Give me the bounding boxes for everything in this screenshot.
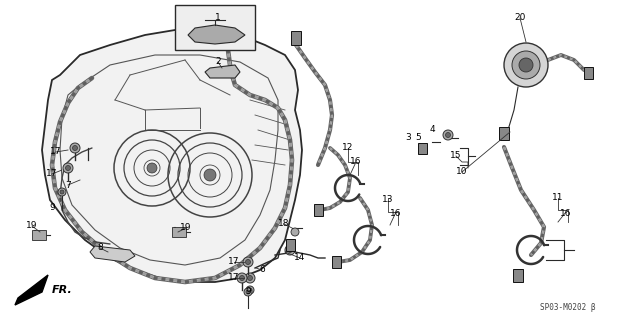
Text: 13: 13 (382, 196, 394, 204)
Text: 17: 17 (228, 257, 240, 266)
Circle shape (519, 58, 533, 72)
Bar (291, 31, 301, 45)
Circle shape (443, 130, 453, 140)
Text: 16: 16 (560, 210, 572, 219)
Text: 16: 16 (350, 158, 362, 167)
Circle shape (237, 273, 247, 283)
Bar (32, 230, 46, 240)
Circle shape (287, 248, 292, 253)
Polygon shape (90, 246, 135, 262)
Text: 18: 18 (278, 219, 290, 228)
Text: 1: 1 (215, 13, 221, 23)
Circle shape (285, 245, 295, 255)
Bar (584, 67, 593, 79)
Circle shape (239, 276, 244, 280)
Text: 10: 10 (456, 167, 468, 176)
Circle shape (204, 169, 216, 181)
Circle shape (63, 163, 73, 173)
Circle shape (512, 51, 540, 79)
Text: 3: 3 (405, 133, 411, 143)
Text: 2: 2 (215, 57, 221, 66)
Circle shape (72, 145, 77, 151)
Bar (314, 204, 323, 216)
Text: 5: 5 (415, 133, 421, 143)
Text: 9: 9 (49, 204, 55, 212)
Text: 16: 16 (390, 210, 402, 219)
Text: 17: 17 (46, 169, 58, 179)
Bar (175, 5, 255, 50)
Polygon shape (15, 275, 48, 305)
Circle shape (60, 190, 64, 194)
Text: 4: 4 (429, 125, 435, 135)
Circle shape (58, 188, 66, 196)
Text: 12: 12 (342, 144, 354, 152)
Text: FR.: FR. (52, 285, 73, 295)
Circle shape (246, 290, 250, 294)
Bar (513, 269, 523, 281)
Bar (220, 25, 230, 39)
Text: 17: 17 (228, 273, 240, 283)
Bar (172, 227, 186, 237)
Polygon shape (188, 25, 245, 44)
Bar (332, 256, 340, 268)
Text: 14: 14 (294, 254, 306, 263)
Circle shape (244, 288, 252, 296)
Circle shape (445, 132, 451, 137)
Text: 17: 17 (51, 147, 61, 157)
Circle shape (147, 163, 157, 173)
Text: 8: 8 (97, 243, 103, 253)
Circle shape (248, 288, 252, 292)
Text: 9: 9 (245, 287, 251, 296)
Polygon shape (42, 30, 302, 282)
Circle shape (246, 286, 254, 294)
Circle shape (248, 276, 253, 280)
Text: 15: 15 (451, 152, 461, 160)
Circle shape (291, 228, 299, 236)
Circle shape (70, 143, 80, 153)
Polygon shape (205, 65, 240, 78)
Text: 11: 11 (552, 194, 564, 203)
Circle shape (243, 257, 253, 267)
Bar (285, 239, 294, 251)
Text: 6: 6 (259, 265, 265, 275)
Text: 19: 19 (180, 224, 192, 233)
Text: SP03-M0202 β: SP03-M0202 β (540, 303, 596, 313)
Text: 19: 19 (26, 221, 38, 231)
Bar (417, 143, 426, 153)
Circle shape (246, 259, 250, 264)
Circle shape (245, 273, 255, 283)
Text: 20: 20 (515, 13, 525, 23)
Text: 7: 7 (65, 181, 71, 189)
Circle shape (65, 166, 70, 170)
Bar (499, 127, 509, 139)
Circle shape (504, 43, 548, 87)
